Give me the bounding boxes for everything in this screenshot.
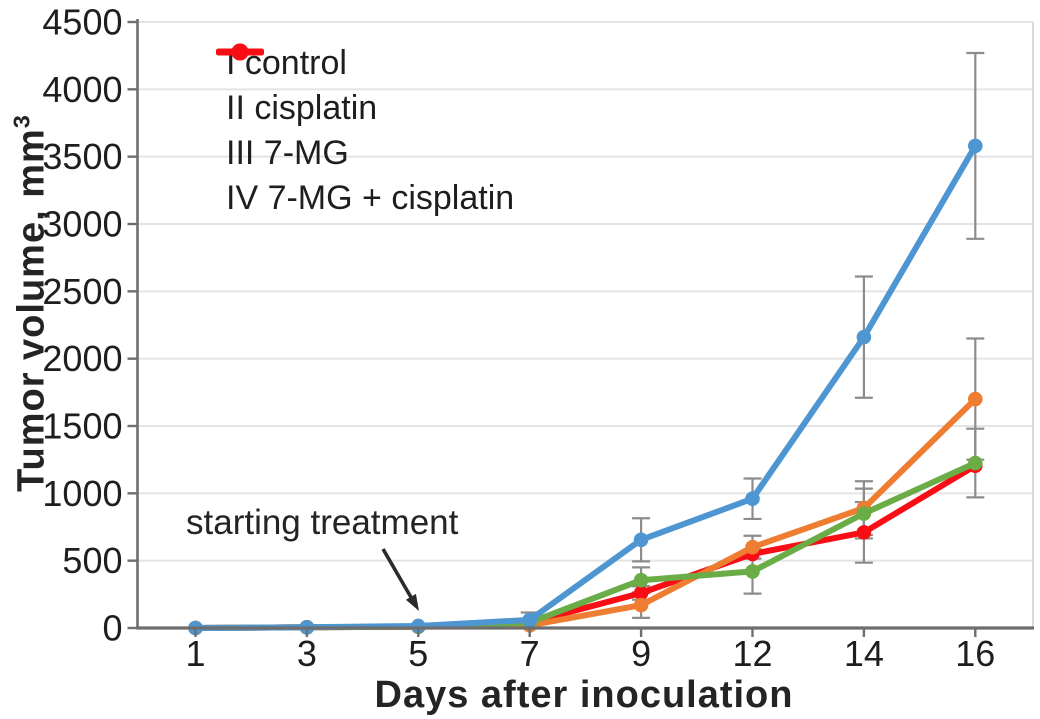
x-tick-label: 12 [732, 633, 772, 674]
y-tick-label: 4500 [42, 2, 122, 43]
y-tick-label: 2500 [42, 271, 122, 312]
legend-label-iii-7-mg: III 7-MG [226, 134, 349, 172]
y-tick-label: 1000 [42, 473, 122, 514]
data-point-ii-cisplatin [633, 572, 649, 588]
x-tick-label: 5 [408, 633, 428, 674]
y-tick-label: 2000 [42, 338, 122, 379]
data-point-iii-7-mg [745, 539, 760, 555]
data-point-ii-cisplatin [856, 506, 872, 521]
x-tick-label: 7 [520, 633, 540, 674]
legend-item-ii-cisplatin: II cisplatin [216, 43, 514, 131]
data-point-i-control [411, 618, 426, 634]
y-axis-title-exponent: 3 [8, 114, 35, 129]
data-point-iv-7-mg-cisplatin [633, 585, 649, 601]
y-tick-label: 500 [62, 540, 122, 581]
y-tick-label: 3000 [42, 204, 122, 245]
legend-item-iv-7-mg-cisplatin: IV 7-MG + cisplatin [216, 43, 515, 221]
annotation-arrow-shaft [381, 548, 414, 600]
x-tick-label: 16 [955, 633, 995, 674]
x-axis-title: Days after inoculation [374, 674, 794, 716]
legend-label-ii-cisplatin: II cisplatin [226, 89, 378, 127]
y-tick-label: 4000 [42, 69, 122, 110]
data-point-i-control [856, 329, 872, 345]
y-axis-title-text: Tumor volume, mm [10, 128, 53, 492]
data-point-i-control [968, 138, 983, 154]
x-tick-label: 9 [631, 633, 651, 674]
annotation-arrow-head [405, 593, 419, 611]
data-point-iii-7-mg [633, 597, 649, 613]
x-tick-label: 14 [844, 633, 884, 674]
y-axis-title: Tumor volume, mm3 [9, 114, 54, 492]
data-point-i-control [745, 491, 760, 507]
x-tick-label: 3 [297, 633, 317, 674]
data-point-iv-7-mg-cisplatin [856, 525, 872, 540]
data-point-iii-7-mg [968, 391, 983, 407]
legend-item-iii-7-mg: III 7-MG [216, 43, 514, 176]
y-tick-label: 0 [102, 608, 122, 649]
legend: I control II cisplatin III 7-MG IV 7-MG + c… [216, 41, 514, 221]
y-tick-label: 3500 [42, 136, 122, 177]
data-point-ii-cisplatin [745, 564, 760, 579]
data-point-i-control [522, 612, 537, 628]
y-tick-label: 1500 [42, 406, 122, 447]
data-point-i-control [633, 532, 649, 548]
x-tick-label: 1 [185, 633, 205, 674]
legend-marker-iv-7-mg-cisplatin [216, 43, 264, 61]
data-point-ii-cisplatin [968, 455, 983, 471]
legend-label-iv-7-mg-cisplatin: IV 7-MG + cisplatin [226, 179, 515, 217]
starting-treatment-annotation: starting treatment [186, 503, 459, 542]
